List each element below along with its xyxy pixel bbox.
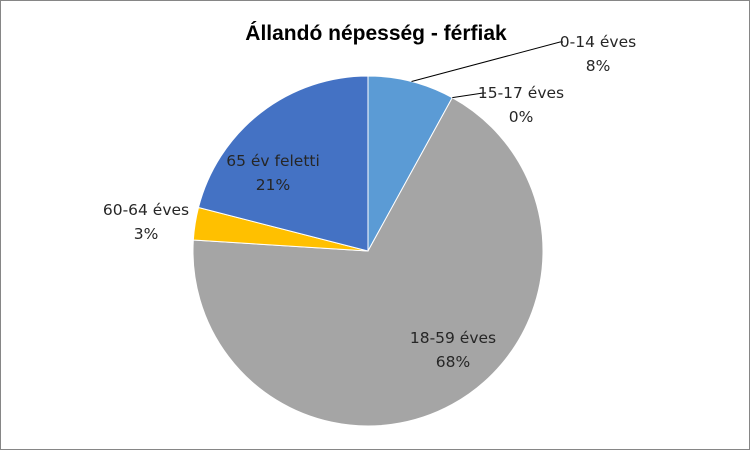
data-label-18-59-ves: 18-59 éves 68%: [410, 329, 496, 371]
leader-line-0-14-ves: [411, 41, 563, 82]
pie-slices: [192, 75, 544, 427]
data-label-60-64-ves: 60-64 éves 3%: [103, 201, 189, 243]
data-labels: 0-14 éves 8% 15-17 éves 0% 18-59 éves 68% 60-6…: [103, 33, 636, 371]
data-label-65-v-feletti: 65 év feletti 21%: [226, 152, 320, 194]
data-label-15-17-ves: 15-17 éves 0%: [478, 84, 564, 126]
leader-line-15-17-ves: [452, 92, 486, 99]
leader-lines: [411, 41, 563, 99]
pie-slice-18-59-ves: [192, 96, 544, 427]
data-label-0-14-ves: 0-14 éves 8%: [560, 33, 636, 75]
chart-title: Állandó népesség - férfiak: [245, 22, 507, 45]
pie-slice-65-v-feletti: [197, 75, 369, 252]
